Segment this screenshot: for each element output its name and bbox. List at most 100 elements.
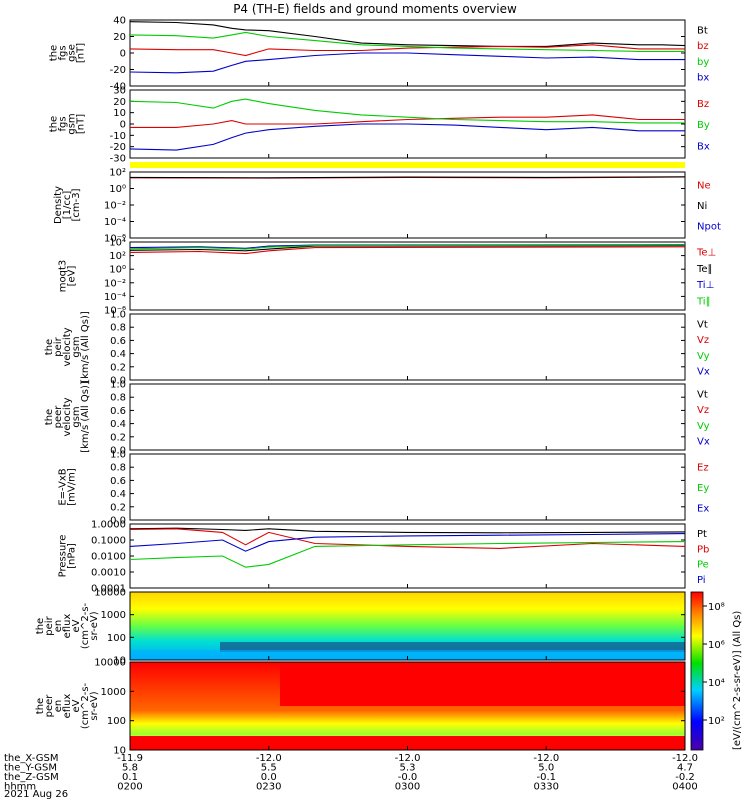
legend-entry: Ti⊥	[696, 280, 714, 291]
legend-entry: Bz	[697, 99, 709, 110]
series-line-Pe	[129, 541, 686, 568]
efield-frame	[129, 453, 686, 521]
y-tick-label: 1.0000	[91, 520, 126, 531]
x-row-value: 0.0	[261, 772, 277, 783]
x-row-label: hhmm	[4, 782, 36, 793]
x-row-value: 4.7	[677, 763, 693, 774]
legend-entry: Ez	[697, 462, 709, 473]
colorbar-label: [eV/(cm^2-s-sr-eV)] (All Qs)	[732, 611, 743, 750]
y-tick-label: 1.0	[110, 310, 126, 321]
x-row-value: 5.3	[400, 763, 416, 774]
legend-entry: Pi	[697, 575, 706, 586]
y-axis-label: E=-VxB	[58, 468, 69, 505]
figure-title: P4 (TH-E) fields and ground moments over…	[233, 2, 517, 16]
x-row-value: 0330	[534, 782, 559, 793]
panel-peer_eflux: 10000 1000 100 10 thepeerenefluxeV(cm^2-s-sr…	[35, 658, 686, 757]
x-row-value: 5.0	[538, 763, 554, 774]
legend-entry: bz	[697, 41, 709, 52]
y-tick-label: -10	[110, 131, 126, 142]
y-axis-label: Density	[53, 186, 64, 224]
series-line-bz	[129, 44, 685, 57]
y-tick-label: 0.0010	[91, 568, 126, 579]
legend-entry: Vx	[697, 437, 710, 448]
legend-entry: Ti∥	[696, 296, 711, 307]
y-tick-label: 10²	[109, 168, 126, 179]
y-axis-label: eflux	[62, 694, 73, 719]
colorbar-tick-label: 10⁴	[708, 678, 725, 689]
y-axis-label: peer	[53, 405, 64, 429]
series-line-Bz	[130, 114, 685, 128]
x-row-value: 0200	[117, 782, 142, 793]
x-row-value: 0.1	[122, 772, 138, 783]
legend-entry: Ex	[697, 504, 709, 515]
y-tick-label: 0.2	[110, 362, 126, 373]
y-tick-label: 0	[120, 120, 126, 131]
series-line-by	[129, 31, 685, 52]
x-row-value: -12.0	[256, 753, 282, 764]
y-tick-label: -40	[110, 82, 126, 93]
y-axis-label: [km/s (All Qs)]	[80, 381, 91, 453]
legend-entry: Bt	[697, 25, 708, 36]
y-axis-label: [mV/m]	[67, 468, 78, 506]
x-row-value: 5.5	[261, 763, 277, 774]
y-axis-label: [eV]	[67, 266, 78, 287]
panel-moqt3: 10⁴ 10² 10⁰ 10⁻² 10⁻⁴ 10⁻⁶ moqt3[eV] Te⊥ Te∥ Ti⊥ T…	[58, 238, 717, 317]
x-row-value: 0400	[672, 782, 697, 793]
y-axis-label: the	[35, 618, 46, 634]
y-axis-label: the	[49, 116, 60, 132]
legend-entry: Pe	[697, 560, 709, 571]
y-tick-label: -30	[110, 154, 126, 165]
peer_eflux-high-flux-region	[280, 662, 685, 706]
y-tick-label: 0.2	[110, 432, 126, 443]
y-tick-label: 10000	[94, 658, 126, 669]
plot-stack: 40200-20-40thefgsgse[nT]Btbzbybx3020100-…	[35, 16, 721, 757]
y-tick-label: 10⁰	[109, 184, 126, 195]
legend-entry: Te⊥	[696, 248, 716, 259]
legend-entry: Vy	[697, 351, 710, 362]
series-line-Te⊥	[129, 246, 686, 255]
y-tick-label: 10	[113, 746, 126, 757]
panel-peir_eflux: 10000 1000 100 10 thepeirenefluxeV(cm^2-s-sr…	[35, 588, 686, 667]
y-tick-label: 0.0001	[91, 584, 126, 595]
y-axis-label: gsm	[71, 406, 82, 427]
x-row-value: -12.0	[533, 753, 559, 764]
x-row-value: 0300	[395, 782, 420, 793]
colorbar: 10⁸ 10⁶ 10⁴ 10² [eV/(cm^2-s-sr-eV)] (All Qs…	[690, 591, 743, 751]
y-axis-label: the	[44, 409, 55, 425]
series-line-Pb	[129, 528, 686, 549]
y-tick-label: 10	[113, 108, 126, 119]
legend-entry: Bx	[697, 141, 710, 152]
y-tick-label: 0	[120, 49, 126, 60]
y-tick-label: 0.0	[110, 376, 126, 387]
legend-entry: Pb	[697, 544, 709, 555]
x-row-value: -11.9	[117, 753, 143, 764]
y-axis-label: (cm^2-s-	[80, 602, 91, 649]
y-axis-label: gse	[67, 44, 78, 62]
x-row-value: -12.0	[672, 753, 698, 764]
y-axis-label: peer	[44, 694, 55, 718]
legend-entry: Vx	[697, 367, 710, 378]
panel-efield: 1.0 0.8 0.6 0.4 0.2 0.0 E=-VxB[mV/m] Ez Ey Ex	[58, 450, 710, 527]
legend-entry: Vt	[697, 389, 708, 400]
y-axis-label: en	[53, 620, 64, 633]
y-axis-label: sr-eV)	[89, 611, 100, 640]
panel-pressure: 1.0000 0.1000 0.0100 0.0010 0.0001 Pressure[n…	[58, 520, 710, 595]
y-tick-label: 0.4	[110, 349, 126, 360]
y-tick-label: 1000	[101, 687, 126, 698]
y-axis-label: moqt3	[58, 260, 69, 293]
x-row-value: 5.8	[122, 763, 138, 774]
y-axis-label: peir	[53, 336, 64, 356]
colorbar-tick-label: 10²	[708, 716, 725, 727]
y-tick-label: 0.8	[110, 323, 126, 334]
x-row-value: -0.0	[398, 772, 418, 783]
y-axis-label: gsm	[67, 113, 78, 134]
peir_eflux-noise-band	[220, 642, 685, 652]
y-axis-label: velocity	[62, 327, 73, 366]
y-tick-label: 0.0100	[91, 552, 126, 563]
y-axis-label: [1/cc]	[62, 191, 73, 220]
status-bar	[130, 162, 685, 168]
y-tick-label: 20	[113, 97, 126, 108]
y-tick-label: 0.4	[110, 419, 126, 430]
x-row-label: the_Z-GSM	[4, 772, 59, 783]
